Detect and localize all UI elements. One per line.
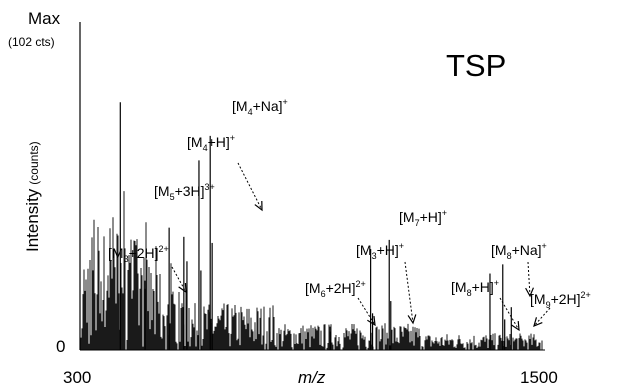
annotation-arrowhead-m4-h — [254, 200, 263, 212]
annotation-arrow-m4-h — [237, 162, 263, 211]
y-max-label: Max — [28, 9, 61, 28]
peak-annotation-m5-3h: [M5+3H]3+ — [154, 182, 215, 202]
y-axis-label-text: Intensity — [23, 188, 42, 252]
peak-annotation-m7-h: [M7+H]+ — [399, 208, 447, 228]
peak-annotation-m3-2h: [M3+2H]2+ — [108, 244, 169, 264]
annotation-arrow-m8-na — [527, 261, 531, 297]
y-axis-label: Intensity (counts) — [23, 141, 42, 252]
peak-annotation-m6-2h: [M6+2H]2+ — [305, 279, 366, 299]
annotation-arrowhead-m6-2h — [367, 315, 376, 327]
annotation-arrowhead-m8-h — [511, 320, 520, 332]
x-tick-label-1500: 1500 — [520, 368, 558, 387]
x-axis-label: m/z — [298, 368, 326, 387]
peak-annotation-m8-na: [M8+Na]+ — [491, 241, 547, 261]
peak-annotation-m3-h: [M3+H]+ — [356, 241, 404, 261]
peak-annotation-m4-h: [M4+H]+ — [187, 133, 235, 153]
chart-title: TSP — [446, 48, 506, 83]
y-max-sublabel: (102 cts) — [8, 35, 55, 49]
noise-bars — [80, 191, 543, 350]
y-min-label: 0 — [56, 337, 65, 356]
peak-annotation-m9-2h: [M9+2H]2+ — [530, 290, 591, 310]
annotation-arrow-m9-2h — [533, 307, 551, 327]
annotation-arrow-m3-2h — [171, 266, 187, 293]
y-axis-unit: (counts) — [27, 141, 41, 184]
annotation-arrow-m6-2h — [357, 297, 376, 326]
peak-annotations: [M3+2H]2+ [M5+3H]3+ [M4+H]+ [M4+Na]+ [M6+2H]… — [108, 97, 591, 332]
annotation-arrowhead-m3-2h — [178, 282, 187, 294]
annotation-arrow-m3-h — [404, 261, 414, 324]
peak-annotation-m8-h: [M8+H]+ — [451, 278, 499, 298]
annotation-arrowhead-m8-na — [525, 287, 534, 298]
annotation-arrowhead-m9-2h — [533, 317, 543, 328]
peak-bars — [119, 102, 512, 350]
annotation-arrowhead-m3-h — [407, 314, 417, 325]
peak-annotation-m4-na: [M4+Na]+ — [232, 97, 288, 117]
x-tick-label-300: 300 — [63, 368, 91, 387]
